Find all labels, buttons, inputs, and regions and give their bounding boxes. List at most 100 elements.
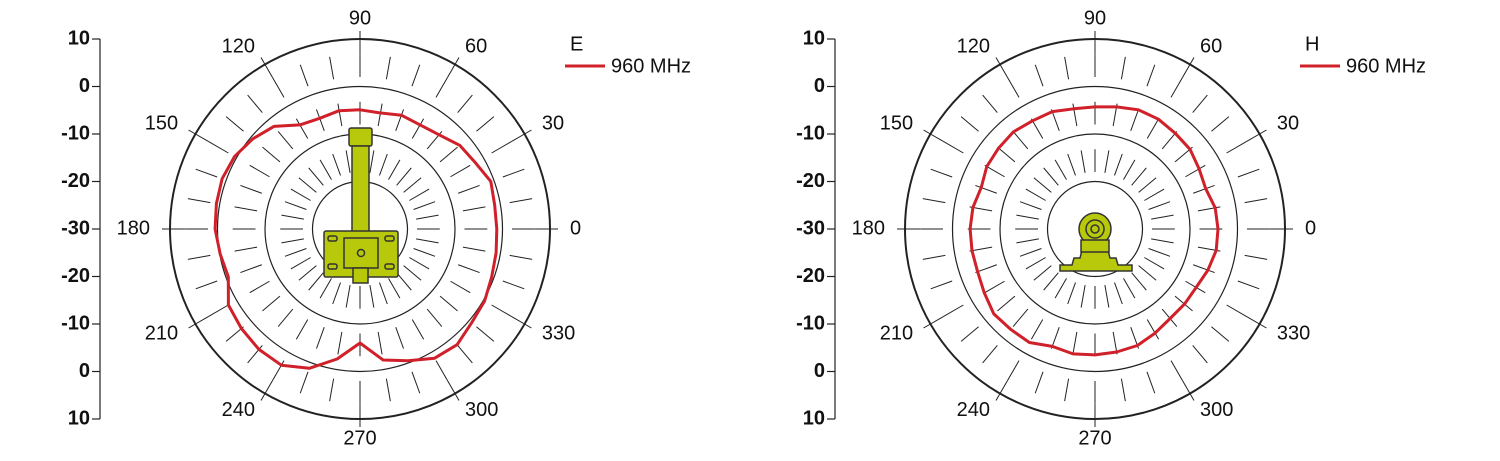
angle-grid-line bbox=[260, 380, 274, 401]
grid-circle bbox=[999, 133, 1191, 325]
spoke-dash bbox=[960, 326, 979, 342]
angle-grid-line bbox=[511, 315, 532, 329]
spoke-dash bbox=[1114, 282, 1123, 305]
spoke-dash bbox=[1034, 371, 1044, 394]
antenna-hole bbox=[327, 235, 338, 242]
spoke-dash bbox=[462, 246, 486, 252]
r-tick-label: -10 bbox=[796, 122, 825, 144]
spoke-dash bbox=[457, 345, 473, 364]
r-tick-label: 0 bbox=[79, 75, 90, 97]
spoke-dash bbox=[1146, 64, 1156, 87]
spoke-dash bbox=[295, 118, 309, 139]
spoke-dash bbox=[1067, 282, 1076, 305]
spoke-dash bbox=[1043, 167, 1059, 186]
spoke-dash bbox=[409, 188, 430, 201]
angle-tick-label: 180 bbox=[852, 217, 885, 239]
spoke-dash bbox=[1114, 153, 1123, 176]
spoke-dash bbox=[1123, 159, 1136, 180]
grid-circle bbox=[216, 85, 504, 373]
spoke-dash bbox=[385, 56, 391, 80]
spoke-dash bbox=[208, 141, 229, 154]
spoke-dash bbox=[277, 131, 294, 150]
angle-tick-label: 30 bbox=[1277, 112, 1299, 134]
spoke-dash bbox=[1192, 94, 1208, 113]
spoke-dash bbox=[345, 150, 351, 173]
angle-tick-label: 300 bbox=[1200, 399, 1233, 421]
r-tick-label: -20 bbox=[796, 265, 825, 287]
angle-tick-label: 150 bbox=[880, 112, 913, 134]
spoke-dash bbox=[1211, 326, 1230, 342]
spoke-dash bbox=[315, 327, 325, 349]
angle-tick-label: 0 bbox=[1305, 217, 1316, 239]
angle-tick-label: 330 bbox=[542, 322, 575, 344]
spoke-dash bbox=[1007, 77, 1020, 98]
spoke-dash bbox=[225, 116, 244, 132]
spoke-dash bbox=[922, 254, 946, 260]
r-tick-label: 10 bbox=[68, 407, 90, 429]
spoke-dash bbox=[281, 214, 304, 220]
spoke-dash bbox=[240, 264, 262, 274]
spoke-dash bbox=[922, 198, 946, 204]
spoke-dash bbox=[262, 146, 281, 163]
spoke-dash bbox=[491, 304, 512, 317]
angle-tick-label: 270 bbox=[343, 427, 376, 449]
angle-grid-line bbox=[995, 57, 1009, 78]
spoke-dash bbox=[329, 378, 335, 402]
spoke-dash bbox=[1033, 265, 1052, 281]
spoke-dash bbox=[290, 188, 311, 201]
spoke-dash bbox=[502, 168, 525, 178]
spoke-dash bbox=[1043, 272, 1059, 291]
spoke-dash bbox=[1072, 103, 1078, 127]
spoke-dash bbox=[308, 167, 324, 186]
angle-grid-line bbox=[446, 380, 460, 401]
spoke-dash bbox=[1019, 248, 1042, 257]
spoke-dash bbox=[1192, 345, 1208, 364]
spoke-dash bbox=[1120, 56, 1126, 80]
angle-tick-label: 0 bbox=[570, 217, 581, 239]
spoke-dash bbox=[439, 295, 458, 312]
spoke-dash bbox=[1170, 77, 1183, 98]
spoke-dash bbox=[457, 94, 473, 113]
spoke-dash bbox=[240, 184, 262, 194]
spoke-dash bbox=[377, 331, 383, 355]
angle-grid-line bbox=[1181, 57, 1195, 78]
spoke-dash bbox=[262, 295, 281, 312]
spoke-dash bbox=[388, 159, 401, 180]
spoke-dash bbox=[450, 280, 471, 294]
spoke-dash bbox=[1025, 257, 1046, 270]
angle-tick-label: 180 bbox=[117, 217, 150, 239]
spoke-dash bbox=[337, 103, 343, 127]
r-tick-label: -30 bbox=[61, 217, 90, 239]
r-tick-label: -20 bbox=[61, 265, 90, 287]
spoke-dash bbox=[299, 371, 309, 394]
spoke-dash bbox=[426, 308, 443, 327]
spoke-dash bbox=[1144, 188, 1165, 201]
spoke-dash bbox=[458, 264, 480, 274]
angle-grid-line bbox=[995, 380, 1009, 401]
spoke-dash bbox=[396, 272, 412, 291]
spoke-dash bbox=[1146, 371, 1156, 394]
spoke-dash bbox=[329, 56, 335, 80]
spoke-dash bbox=[319, 159, 332, 180]
angle-grid-line bbox=[923, 315, 944, 329]
spoke-dash bbox=[1237, 168, 1260, 178]
legend-label: 960 MHz bbox=[1346, 55, 1426, 77]
spoke-dash bbox=[458, 184, 480, 194]
spoke-dash bbox=[290, 257, 311, 270]
spoke-dash bbox=[1104, 285, 1110, 308]
spoke-dash bbox=[1146, 319, 1160, 340]
angle-grid-line bbox=[446, 57, 460, 78]
spoke-dash bbox=[234, 246, 258, 252]
antenna-base bbox=[1059, 249, 1133, 272]
spoke-dash bbox=[403, 177, 422, 193]
spoke-dash bbox=[491, 141, 512, 154]
spoke-dash bbox=[379, 282, 388, 305]
spoke-dash bbox=[369, 285, 375, 308]
spoke-dash bbox=[332, 282, 341, 305]
antenna-cap bbox=[348, 127, 373, 147]
grid-circle bbox=[1046, 180, 1144, 278]
plots: -30 -20 -20 -10 -10 0 0 10 10 0 30 60 90 120 150 180 210… bbox=[61, 7, 1426, 449]
spoke-dash bbox=[997, 146, 1016, 163]
legend-title: E bbox=[570, 33, 583, 55]
spoke-dash bbox=[395, 109, 405, 131]
